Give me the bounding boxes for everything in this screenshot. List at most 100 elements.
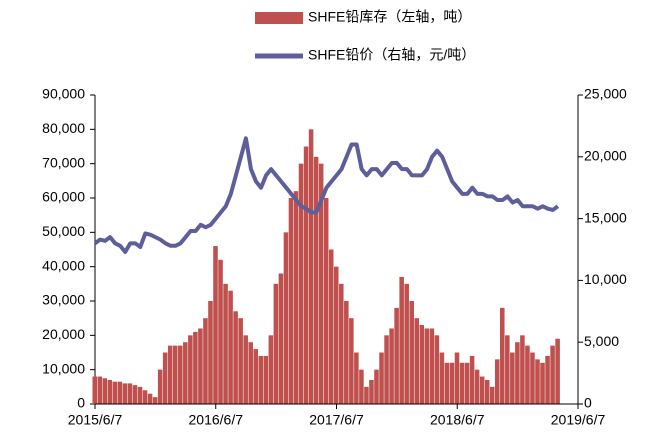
bar	[283, 232, 289, 404]
bar	[459, 362, 465, 404]
bar	[263, 355, 269, 404]
x-tick-label: 2016/6/7	[189, 412, 244, 428]
y2-tick-label: 0	[584, 395, 592, 411]
bar	[520, 335, 525, 404]
bar	[489, 386, 495, 404]
bar	[500, 307, 505, 404]
bar	[464, 362, 470, 404]
bar	[414, 318, 420, 404]
bar	[132, 385, 138, 404]
bar	[288, 198, 294, 404]
bar	[157, 369, 163, 404]
bar	[469, 355, 475, 404]
bar	[369, 379, 374, 404]
bar	[479, 376, 485, 404]
bar	[484, 379, 490, 404]
y-tick-label: 10,000	[42, 360, 85, 376]
bar	[333, 266, 339, 404]
bar	[394, 307, 399, 404]
bar	[530, 352, 535, 404]
bar	[117, 381, 123, 404]
y-tick-label: 50,000	[42, 223, 85, 239]
bar	[505, 335, 510, 404]
bar	[344, 301, 349, 404]
bar	[92, 376, 98, 404]
y-tick-label: 20,000	[42, 326, 85, 342]
bar	[409, 301, 414, 404]
x-tick-label: 2019/6/7	[551, 412, 606, 428]
bar	[258, 355, 264, 404]
bar	[308, 129, 314, 405]
bar	[253, 349, 259, 404]
bar	[359, 369, 364, 404]
bar	[474, 369, 480, 404]
y2-tick-label: 5,000	[584, 333, 619, 349]
bar	[293, 191, 299, 404]
legend-swatch	[255, 12, 303, 24]
bar	[112, 381, 118, 404]
bar	[178, 345, 183, 404]
bar	[278, 273, 284, 404]
bar	[434, 335, 440, 404]
bar	[494, 359, 500, 404]
bar	[323, 198, 329, 404]
bar	[374, 369, 379, 404]
bar	[127, 383, 133, 404]
y-tick-label: 60,000	[42, 189, 85, 205]
bar	[203, 318, 208, 404]
bar	[515, 342, 520, 404]
x-tick-label: 2017/6/7	[309, 412, 364, 428]
y-tick-label: 40,000	[42, 257, 85, 273]
bar	[404, 283, 409, 404]
bar	[147, 393, 153, 404]
bar	[152, 397, 158, 404]
bar	[273, 283, 279, 404]
bar	[449, 362, 455, 404]
bar	[218, 259, 223, 404]
bar	[213, 246, 218, 404]
bar	[167, 345, 173, 404]
y-tick-label: 70,000	[42, 154, 85, 170]
bar	[172, 345, 178, 404]
bar	[238, 318, 243, 404]
bar	[97, 376, 103, 404]
bar	[419, 325, 425, 404]
bar	[223, 283, 228, 404]
bar	[102, 378, 108, 404]
bar	[555, 338, 560, 404]
legend-label: SHFE铅价（右轴，元/吨）	[308, 47, 475, 63]
bar	[208, 301, 213, 404]
bar	[298, 163, 304, 404]
y2-tick-label: 25,000	[584, 86, 627, 102]
y2-tick-label: 15,000	[584, 209, 627, 225]
bar	[399, 276, 404, 404]
bar	[540, 362, 545, 404]
bar	[142, 390, 148, 404]
bar	[107, 379, 113, 404]
y2-tick-label: 20,000	[584, 148, 627, 164]
bar	[454, 352, 460, 404]
bar	[318, 163, 324, 404]
y-tick-label: 90,000	[42, 86, 85, 102]
bar	[268, 335, 274, 404]
bar	[525, 345, 530, 404]
y-tick-label: 30,000	[42, 292, 85, 308]
bar	[313, 156, 319, 404]
bar	[243, 335, 248, 404]
bar	[228, 290, 233, 404]
bar	[162, 352, 168, 404]
y2-tick-label: 10,000	[584, 271, 627, 287]
bar	[535, 359, 540, 404]
bar	[122, 383, 128, 404]
bar	[424, 328, 430, 404]
bar	[429, 328, 435, 404]
bar	[510, 352, 515, 404]
y-tick-label: 0	[77, 395, 85, 411]
bar	[303, 146, 309, 404]
bar	[349, 318, 354, 404]
legend: SHFE铅库存（左轴，吨） SHFE铅价（右轴，元/吨）	[255, 9, 475, 63]
bar	[193, 331, 198, 404]
bar	[188, 335, 193, 404]
bar	[545, 355, 550, 404]
